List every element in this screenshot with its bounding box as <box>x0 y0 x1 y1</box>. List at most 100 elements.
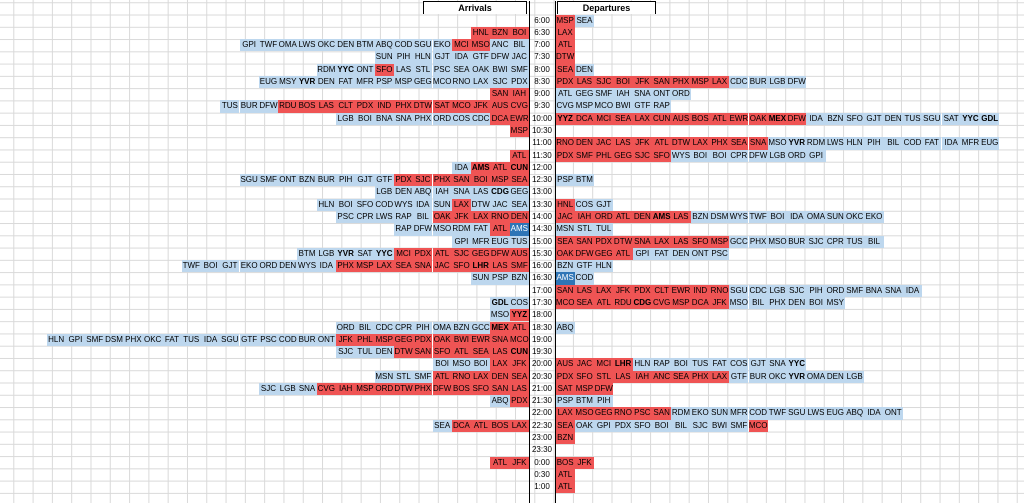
arrival-cell[interactable]: LGB <box>316 247 336 261</box>
arrival-cell[interactable]: RDU <box>278 100 298 113</box>
arrival-cell[interactable]: BOI <box>509 26 529 40</box>
departure-cell[interactable]: DFW <box>574 247 595 261</box>
arrival-cell[interactable]: PHX <box>413 112 433 125</box>
departure-cell[interactable]: DTW <box>613 235 633 248</box>
departure-cell[interactable]: ABQ <box>555 321 575 334</box>
arrival-cell[interactable]: SAT <box>355 247 375 261</box>
arrival-cell[interactable]: ABQ <box>490 395 510 408</box>
departure-cell[interactable]: PDX <box>594 235 614 248</box>
departure-cell[interactable]: JFK <box>709 296 730 310</box>
departure-cell[interactable]: YVR <box>787 370 807 383</box>
departure-cell[interactable]: PDX <box>555 149 575 162</box>
departure-cell[interactable]: YYZ <box>555 112 575 125</box>
departure-cell[interactable]: MCI <box>594 358 614 371</box>
departure-cell[interactable]: YYC <box>787 358 807 371</box>
departure-cell[interactable]: LAX <box>555 407 575 420</box>
arrival-cell[interactable]: RDM <box>316 63 336 76</box>
arrival-cell[interactable]: ORD <box>374 382 394 396</box>
arrival-cell[interactable]: MCI <box>451 39 472 52</box>
arrival-cell[interactable]: CDG <box>490 186 510 199</box>
departure-cell[interactable]: MSY <box>825 296 845 310</box>
arrival-cell[interactable]: RDM <box>451 223 472 236</box>
departure-cell[interactable]: WYS <box>729 210 749 224</box>
arrival-cell[interactable]: FAT <box>471 223 491 236</box>
arrival-cell[interactable]: BUR <box>316 174 336 187</box>
departure-cell[interactable]: LAS <box>574 284 595 297</box>
arrival-cell[interactable]: WYS <box>297 260 317 273</box>
departure-cell[interactable]: SAN <box>555 284 575 297</box>
arrival-cell[interactable]: YVR <box>336 247 356 261</box>
departure-cell[interactable]: LAS <box>671 235 691 248</box>
arrival-cell[interactable]: SFO <box>451 260 472 273</box>
arrival-cell[interactable]: BUR <box>297 333 317 347</box>
arrival-cell[interactable]: GPI <box>239 39 259 52</box>
arrival-cell[interactable]: GJT <box>220 260 240 273</box>
departure-cell[interactable]: JAC <box>594 137 614 150</box>
arrival-cell[interactable]: RNO <box>451 370 472 383</box>
departure-cell[interactable]: GTF <box>632 100 652 113</box>
departure-cell[interactable]: JAC <box>555 210 575 224</box>
departure-cell[interactable]: WYS <box>671 149 691 162</box>
arrival-cell[interactable]: BIL <box>509 39 529 52</box>
departure-cell[interactable]: BTM <box>574 395 595 408</box>
departure-cell[interactable]: DTW <box>555 51 575 64</box>
departure-cell[interactable]: SAN <box>652 407 672 420</box>
departure-cell[interactable]: SNA <box>632 88 652 101</box>
arrival-cell[interactable]: CVG <box>316 382 336 396</box>
departure-cell[interactable]: EKO <box>690 407 710 420</box>
arrival-cell[interactable]: SAT <box>432 100 452 113</box>
departure-cell[interactable]: GPI <box>594 419 614 432</box>
departure-cell[interactable]: LWS <box>806 407 826 420</box>
departure-cell[interactable]: SEA <box>671 370 691 383</box>
arrival-cell[interactable]: LAX <box>451 198 472 211</box>
departure-cell[interactable]: SNA <box>767 358 788 371</box>
arrival-cell[interactable]: MSN <box>374 370 394 383</box>
arrival-cell[interactable]: IDA <box>316 260 336 273</box>
departure-cell[interactable]: DEN <box>574 137 595 150</box>
arrival-cell[interactable]: GEG <box>509 186 529 199</box>
departure-cell[interactable]: HLN <box>594 260 614 273</box>
departure-cell[interactable]: BIL <box>864 235 884 248</box>
departure-cell[interactable]: SJC <box>690 419 710 432</box>
departure-cell[interactable]: BOS <box>690 112 710 125</box>
arrival-cell[interactable]: GEG <box>393 333 414 347</box>
departure-cell[interactable]: OKC <box>767 370 788 383</box>
arrival-cell[interactable]: SEA <box>471 346 491 359</box>
departure-cell[interactable]: CVG <box>555 100 575 113</box>
departure-cell[interactable]: TUL <box>594 223 614 236</box>
departure-cell[interactable]: BOI <box>709 149 730 162</box>
departure-cell[interactable]: HLN <box>632 358 652 371</box>
departure-cell[interactable]: GPI <box>806 149 826 162</box>
departure-cell[interactable]: DEN <box>632 210 652 224</box>
arrival-cell[interactable]: GTF <box>239 333 259 347</box>
departure-cell[interactable]: OAK <box>574 419 595 432</box>
arrival-cell[interactable]: PIH <box>336 174 356 187</box>
arrival-cell[interactable]: BWI <box>490 63 510 76</box>
arrival-cell[interactable]: DFW <box>490 247 510 261</box>
departure-cell[interactable]: SJC <box>787 284 807 297</box>
arrival-cell[interactable]: MSO <box>451 358 472 371</box>
arrival-cell[interactable]: SNA <box>393 112 414 125</box>
departure-cell[interactable]: ATL <box>652 137 672 150</box>
departure-cell[interactable]: SGU <box>729 284 749 297</box>
departure-cell[interactable]: ATL <box>555 39 575 52</box>
arrival-cell[interactable]: PSP <box>490 272 510 285</box>
arrival-cell[interactable]: SNA <box>297 382 317 396</box>
arrival-cell[interactable]: ORD <box>336 321 356 334</box>
arrival-cell[interactable]: OAK <box>432 333 452 347</box>
arrival-cell[interactable]: CPR <box>355 210 375 224</box>
arrival-cell[interactable]: CLT <box>336 100 356 113</box>
arrival-cell[interactable]: ORD <box>432 112 452 125</box>
arrival-cell[interactable]: SEA <box>509 174 529 187</box>
arrival-cell[interactable]: ATL <box>432 370 452 383</box>
departure-cell[interactable]: PIH <box>594 395 614 408</box>
departure-cell[interactable]: OAK <box>555 247 575 261</box>
departure-cell[interactable]: LAX <box>709 75 730 89</box>
arrival-cell[interactable]: SEA <box>451 63 472 76</box>
departure-cell[interactable]: BOI <box>806 296 826 310</box>
departure-cell[interactable]: PHX <box>748 235 768 248</box>
arrival-cell[interactable]: DFW <box>258 100 279 113</box>
departure-cell[interactable]: SAN <box>652 75 672 89</box>
arrival-cell[interactable]: GPI <box>451 235 472 248</box>
arrival-cell[interactable]: SJC <box>413 174 433 187</box>
